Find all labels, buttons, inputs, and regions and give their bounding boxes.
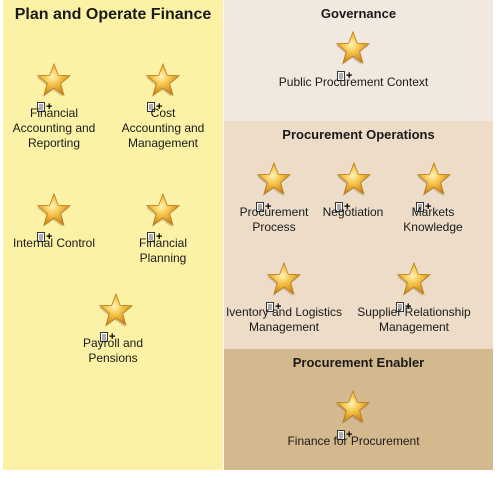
- plus-icon: +: [46, 231, 53, 243]
- star-icon: [394, 261, 432, 299]
- star-icon: [334, 161, 372, 199]
- node-label: Public Procurement Context: [278, 75, 429, 89]
- enabler-panel-title: Procurement Enabler: [292, 355, 425, 370]
- plus-icon: +: [425, 201, 432, 213]
- node-label: Payroll and Pensions: [82, 336, 144, 365]
- operations-panel: Procurement Operations + Procurement Pro…: [224, 121, 493, 349]
- star-icon: [143, 62, 181, 100]
- star-icon: [264, 261, 302, 299]
- node-label: Financial Planning: [138, 236, 188, 265]
- finance-panel-title: Plan and Operate Finance: [14, 6, 212, 23]
- node-label: Internal Control: [12, 236, 96, 250]
- enabler-panel: Procurement Enabler + Finance for Procur…: [224, 349, 493, 470]
- governance-panel-title: Governance: [320, 6, 397, 21]
- node-label: Markets Knowledge: [403, 205, 463, 234]
- plus-icon: +: [405, 301, 412, 313]
- star-icon: [254, 161, 292, 199]
- star-icon: [34, 62, 72, 100]
- star-icon: [333, 30, 371, 68]
- star-icon: [414, 161, 452, 199]
- plus-icon: +: [156, 101, 163, 113]
- star-icon: [333, 389, 371, 427]
- plus-icon: +: [265, 201, 272, 213]
- operations-panel-title: Procurement Operations: [282, 127, 435, 142]
- node-label: Finance for Procurement: [287, 434, 420, 448]
- node-label: Supplier Relationship Management: [357, 305, 471, 334]
- plus-icon: +: [156, 231, 163, 243]
- node-label: Financial Accounting and Reporting: [12, 106, 96, 150]
- governance-panel: Governance + Public Procurement Context: [224, 0, 493, 121]
- plus-icon: +: [344, 201, 351, 213]
- plus-icon: +: [346, 70, 353, 82]
- star-icon: [96, 292, 134, 330]
- node-label: Iventory and Logistics Management: [225, 305, 343, 334]
- plus-icon: +: [275, 301, 282, 313]
- star-icon: [143, 192, 181, 230]
- finance-panel: Plan and Operate Finance + Financial Acc…: [3, 0, 223, 470]
- node-label: Cost Accounting and Management: [121, 106, 205, 150]
- plus-icon: +: [46, 101, 53, 113]
- plus-icon: +: [109, 331, 116, 343]
- star-icon: [34, 192, 72, 230]
- plus-icon: +: [346, 429, 353, 441]
- node-label: Negotiation: [322, 205, 384, 219]
- node-label: Procurement Process: [239, 205, 309, 234]
